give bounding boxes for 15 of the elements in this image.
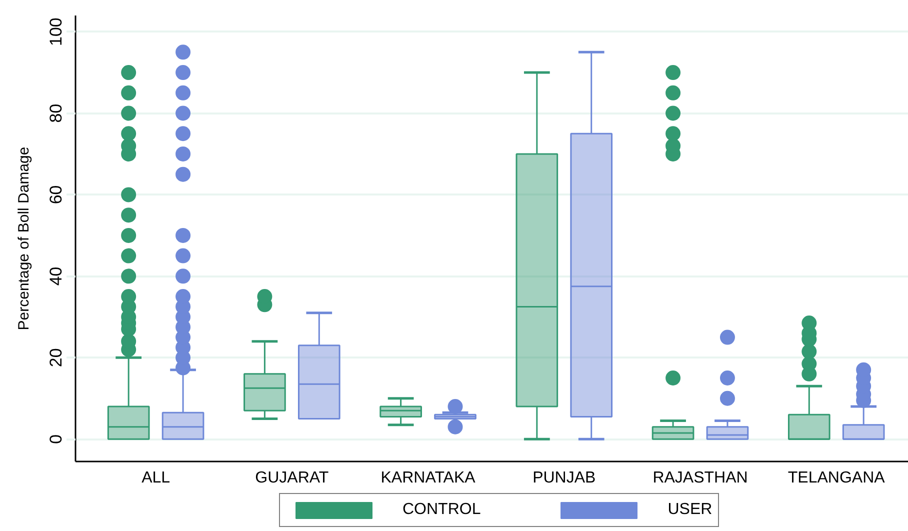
y-tick-label: 20	[46, 348, 66, 368]
y-tick-label: 80	[46, 104, 66, 123]
y-tick-label: 0	[46, 434, 66, 444]
x-tick-label: ALL	[142, 470, 170, 486]
y-tick-label: 100	[46, 18, 66, 46]
x-tick-label: GUJARAT	[255, 470, 329, 486]
y-axis-title: Percentage of Boll Damage	[16, 146, 32, 330]
x-tick-label: TELANGANA	[788, 470, 886, 486]
y-tick-label: 60	[46, 185, 66, 204]
legend-label: CONTROL	[402, 501, 481, 519]
legend-label: USER	[668, 501, 712, 519]
x-tick-label: RAJASTHAN	[652, 470, 748, 486]
x-tick-label: KARNATAKA	[380, 470, 476, 486]
y-tick-label: 40	[46, 266, 66, 286]
x-tick-label: PUNJAB	[532, 470, 596, 486]
